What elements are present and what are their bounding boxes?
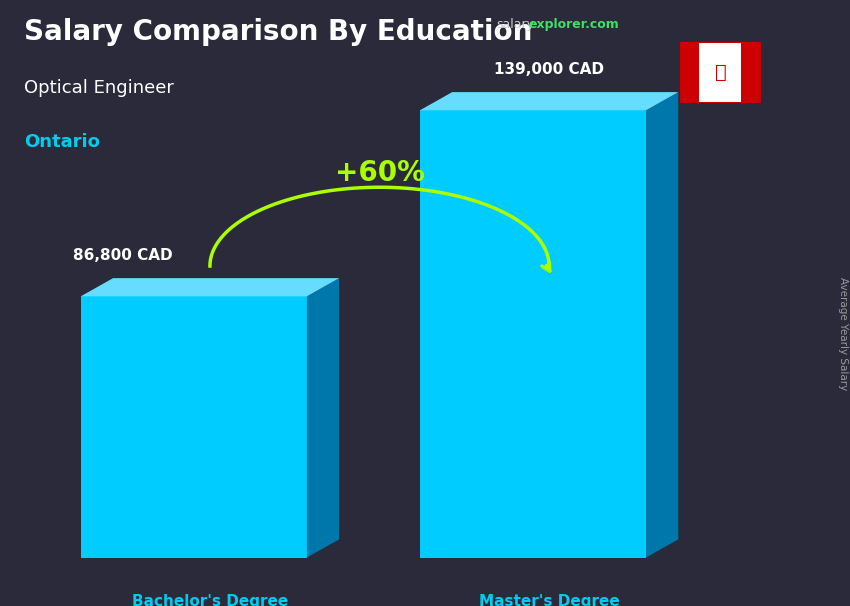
Text: Master's Degree: Master's Degree	[479, 594, 620, 606]
Polygon shape	[646, 92, 678, 558]
Polygon shape	[81, 278, 339, 296]
Text: 🍁: 🍁	[715, 63, 726, 82]
Polygon shape	[81, 296, 307, 558]
Text: salary: salary	[496, 18, 535, 31]
Text: Salary Comparison By Education: Salary Comparison By Education	[24, 18, 533, 46]
Text: Bachelor's Degree: Bachelor's Degree	[132, 594, 288, 606]
Text: Optical Engineer: Optical Engineer	[24, 79, 174, 97]
Polygon shape	[420, 110, 646, 558]
Text: explorer.com: explorer.com	[529, 18, 620, 31]
Text: Ontario: Ontario	[24, 133, 100, 152]
Polygon shape	[420, 92, 678, 110]
Bar	[680, 42, 700, 103]
Text: Average Yearly Salary: Average Yearly Salary	[838, 277, 848, 390]
Bar	[741, 42, 761, 103]
Text: 86,800 CAD: 86,800 CAD	[73, 248, 173, 263]
Text: 139,000 CAD: 139,000 CAD	[494, 62, 604, 77]
Polygon shape	[307, 278, 339, 558]
Text: +60%: +60%	[335, 159, 424, 187]
